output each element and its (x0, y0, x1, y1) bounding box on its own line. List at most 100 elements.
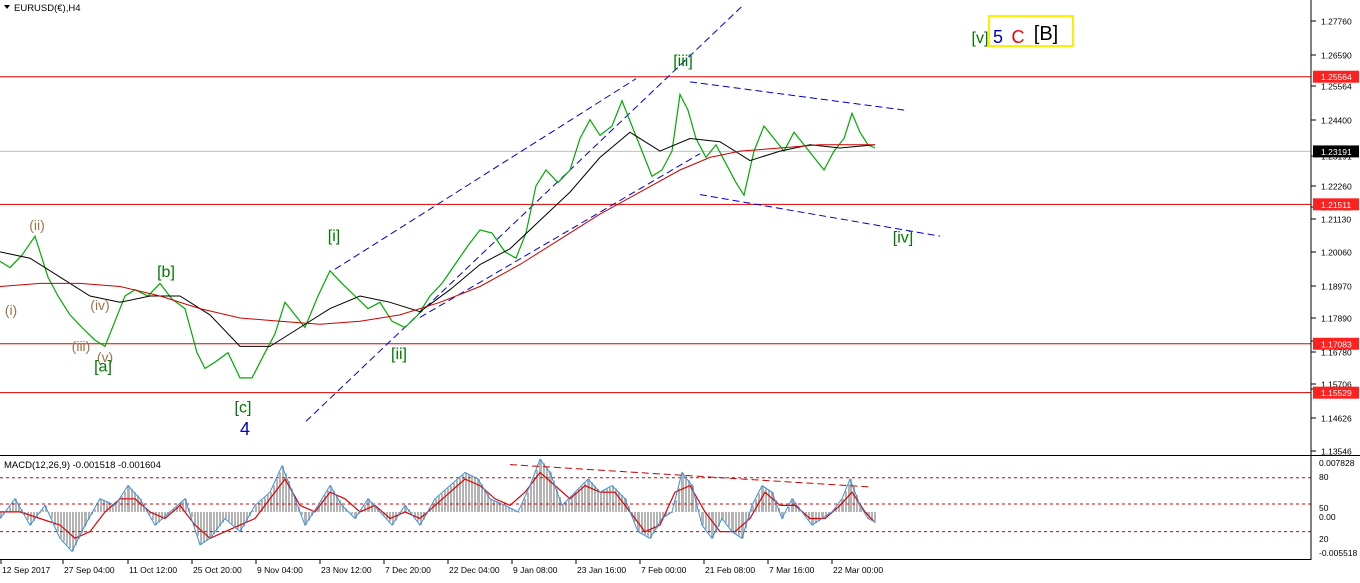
macd-histogram-bar (502, 504, 504, 512)
macd-histogram-bar (615, 488, 617, 512)
wave-label-7[interactable]: [c] (235, 399, 252, 416)
macd-histogram-bar (765, 487, 767, 512)
macd-histogram-bar (565, 502, 567, 512)
macd-histogram-bar (203, 511, 205, 543)
trendline-2[interactable] (419, 153, 701, 318)
wave-label-3[interactable]: (iv) (90, 297, 109, 313)
trendline-1[interactable] (334, 78, 637, 270)
macd-histogram-bar (825, 511, 827, 517)
macd-histogram-bar (170, 511, 172, 513)
macd-histogram-bar (518, 511, 520, 513)
wave-label-1[interactable]: (i) (5, 302, 17, 318)
macd-histogram-bar (692, 485, 694, 512)
price-axis[interactable]: 1.27760 1.26590 1.25564 1.24400 1.23191 1.222… (1311, 0, 1360, 560)
wave-label-9[interactable]: [i] (328, 228, 340, 245)
macd-histogram-bar (54, 511, 56, 526)
price-box-0 (1313, 70, 1359, 83)
macd-histogram-bar (484, 488, 486, 512)
macd-tick-label: 0.007828 (1319, 458, 1355, 468)
macd-histogram-bar (118, 500, 120, 512)
wave-label-11[interactable]: [iii] (673, 53, 693, 70)
macd-tick-label: 0.00 (1319, 512, 1336, 522)
macd-histogram-bar (368, 498, 370, 512)
price-pane[interactable]: (ii) (i) (iii) (iv) (v)[a] [b] [c] 4 [i] [ii] [iii… (0, 0, 1311, 455)
trendline-0[interactable] (305, 4, 745, 422)
macd-histogram-bar (508, 506, 510, 512)
macd-histogram-bar (30, 511, 32, 526)
title-bar[interactable]: EURUSD(€),H4 (4, 3, 81, 14)
price-box-4 (1313, 386, 1359, 399)
price-tick-label: 1.22260 (1321, 182, 1352, 192)
macd-histogram-bar (505, 505, 507, 512)
macd-histogram-bar (705, 511, 707, 530)
trendline-3[interactable] (689, 81, 906, 111)
wave-label-4[interactable]: (v) (97, 349, 113, 365)
macd-histogram-bar (143, 504, 145, 512)
macd-histogram-bar (321, 500, 323, 512)
wave-label-8[interactable]: 4 (240, 419, 250, 439)
trendline-4[interactable] (699, 194, 941, 237)
macd-histogram-bar (562, 505, 564, 512)
macd-histogram-bar (828, 511, 830, 515)
macd-histogram-bar (662, 511, 664, 519)
macd-histogram-bar (423, 511, 425, 520)
macd-histogram-bar (9, 506, 11, 512)
macd-histogram-bar (106, 501, 108, 512)
macd-histogram-bar (808, 511, 810, 520)
macd-histogram-bar (447, 488, 449, 512)
wave-label-6[interactable]: [b] (157, 264, 175, 281)
macd-histogram-bar (351, 511, 353, 515)
macd-histogram-bar (685, 476, 687, 512)
time-tick-label: 9 Jan 08:00 (513, 565, 558, 575)
macd-histogram-bar (288, 481, 290, 512)
wave-label-0[interactable]: (ii) (29, 217, 45, 233)
macd-histogram-bar (609, 487, 611, 512)
macd-tick-label: 20 (1319, 534, 1329, 544)
macd-histogram-bar (355, 511, 357, 519)
wave-label-2[interactable]: (iii) (72, 338, 91, 354)
macd-histogram-bar (85, 511, 87, 526)
macd-histogram-bar (647, 511, 649, 537)
dropdown-triangle-icon[interactable] (4, 5, 10, 9)
macd-histogram-bar (66, 511, 68, 545)
macd-histogram-bar (768, 489, 770, 512)
macd-histogram-bar (63, 511, 65, 542)
macd-histogram-bar (210, 511, 212, 539)
macd-histogram-bar (641, 511, 643, 534)
wave-label-10[interactable]: [ii] (391, 346, 407, 363)
wave-label-5[interactable]: [a] (94, 359, 112, 376)
time-tick-label: 12 Sep 2017 (2, 565, 50, 575)
macd-histogram-bar (345, 508, 347, 512)
macd-histogram-bar (240, 511, 242, 532)
macd-histogram-bar (12, 502, 14, 512)
macd-histogram-bar (441, 493, 443, 512)
macd-histogram-bar (258, 502, 260, 512)
macd-trendline[interactable] (509, 464, 871, 488)
macd-histogram-bar (591, 482, 593, 512)
time-tick-label: 23 Nov 12:00 (321, 565, 372, 575)
price-tick-label: 1.16780 (1321, 348, 1352, 358)
macd-histogram-bar (103, 500, 105, 512)
macd-histogram-bar (822, 511, 824, 519)
macd-histogram-bar (417, 511, 419, 522)
macd-histogram-bar (252, 510, 254, 512)
macd-histogram-bar (134, 492, 136, 512)
macd-pane[interactable] (0, 456, 1311, 559)
degree-label-2: C (1012, 27, 1025, 47)
macd-histogram-bar (155, 511, 157, 526)
macd-histogram-bar (575, 492, 577, 512)
degree-label-3: [B] (1034, 23, 1058, 45)
macd-histogram-bar (631, 511, 633, 514)
macd-histogram-bar (231, 511, 233, 524)
wave-label-12[interactable]: [iv] (893, 229, 913, 246)
macd-histogram-bar (702, 511, 704, 526)
macd-histogram-bar (868, 511, 870, 519)
price-tick-label: 1.21130 (1321, 215, 1351, 225)
macd-histogram-bar (282, 465, 284, 512)
macd-tick-label: -0.005518 (1319, 548, 1358, 558)
price-box-label-0: 1.25564 (1321, 72, 1352, 82)
macd-histogram-bar (524, 498, 526, 512)
macd-histogram-bar (745, 511, 747, 529)
macd-histogram-bar (659, 511, 661, 524)
